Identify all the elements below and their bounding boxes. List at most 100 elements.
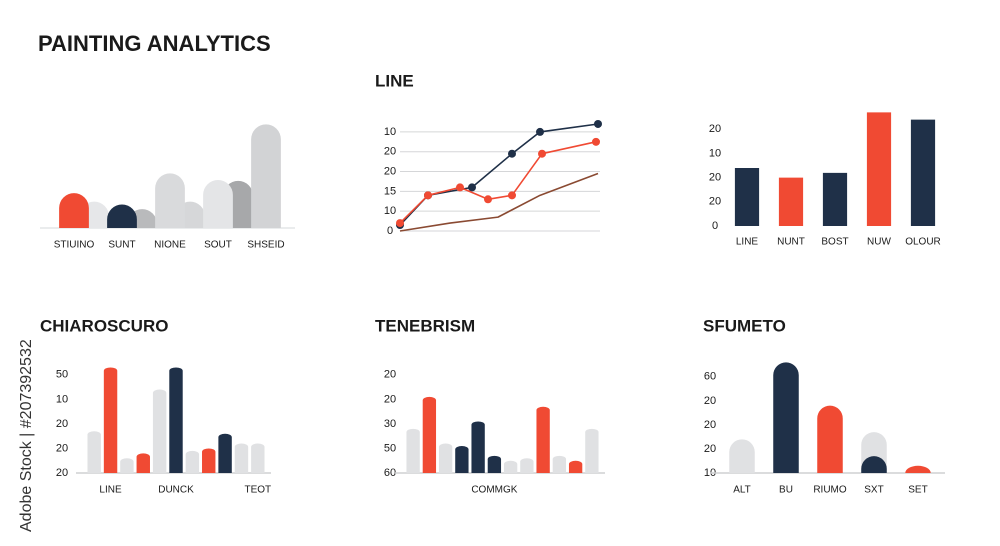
point	[396, 219, 404, 228]
bar	[536, 406, 550, 473]
y-tick-label: 50	[384, 442, 396, 454]
x-tick-label: SOUT	[204, 240, 232, 251]
point	[484, 195, 492, 204]
x-tick-label: NUW	[867, 237, 891, 248]
y-tick-label: 20	[709, 196, 721, 208]
chart-title: SFUMETO	[703, 316, 786, 335]
point	[468, 183, 476, 192]
x-tick-label: LINE	[99, 485, 122, 496]
y-tick-label: 60	[704, 371, 716, 383]
y-tick-label: 20	[704, 419, 716, 431]
bar	[251, 443, 265, 473]
bar	[103, 367, 118, 473]
bar	[136, 453, 150, 473]
bar	[568, 460, 583, 473]
y-tick-label: 20	[704, 443, 716, 455]
bar	[203, 179, 233, 228]
bar	[910, 119, 936, 226]
y-tick-label: 20	[384, 393, 396, 405]
x-tick-label: LINE	[736, 237, 759, 248]
x-tick-label: BU	[779, 485, 793, 496]
point	[594, 119, 602, 128]
x-tick-label: SUNT	[108, 240, 135, 251]
bar	[861, 456, 887, 473]
bar	[218, 433, 232, 473]
x-tick-label: COMMGK	[471, 485, 517, 496]
bar	[734, 168, 760, 226]
bar	[822, 172, 848, 226]
y-tick-label: 0	[387, 225, 393, 237]
bar	[503, 460, 518, 473]
bar	[185, 450, 200, 473]
y-tick-label: 10	[384, 126, 396, 138]
y-tick-label: 20	[704, 395, 716, 407]
bar	[152, 389, 167, 473]
x-tick-label: OLOUR	[905, 237, 941, 248]
point	[456, 183, 464, 192]
y-tick-label: 20	[56, 418, 68, 430]
bar	[202, 448, 216, 473]
point	[536, 127, 544, 136]
y-tick-label: 60	[384, 467, 396, 479]
y-tick-label: 20	[56, 442, 68, 454]
y-tick-label: 20	[384, 165, 396, 177]
chart-title: TENEBRISM	[375, 316, 475, 335]
point	[424, 191, 432, 200]
y-tick-label: 10	[56, 393, 68, 405]
x-tick-label: NUNT	[777, 237, 805, 248]
x-tick-label: SXT	[864, 485, 883, 496]
y-tick-label: 10	[709, 147, 721, 159]
bar	[155, 173, 185, 228]
y-tick-label: 30	[384, 418, 396, 430]
chart-title: CHIAROSCURO	[40, 316, 168, 335]
x-tick-label: TEOT	[244, 485, 271, 496]
y-tick-label: 20	[709, 172, 721, 184]
bar	[107, 204, 137, 228]
bar	[251, 124, 281, 228]
bar	[59, 193, 89, 228]
y-tick-label: 0	[712, 220, 718, 232]
bar	[438, 443, 453, 473]
bar	[520, 458, 534, 473]
y-tick-label: 20	[384, 369, 396, 381]
x-tick-label: BOST	[821, 237, 848, 248]
bar	[866, 112, 892, 226]
point	[538, 149, 546, 158]
bar	[773, 362, 799, 473]
watermark: Adobe Stock | #207392532	[18, 339, 35, 532]
y-tick-label: 50	[56, 369, 68, 381]
bar	[406, 428, 420, 473]
bar	[455, 446, 469, 473]
x-tick-label: STIUINO	[54, 240, 95, 251]
y-tick-label: 15	[384, 185, 396, 197]
x-tick-label: ALT	[733, 485, 751, 496]
bar	[487, 455, 502, 473]
bar	[552, 455, 567, 473]
x-tick-label: NIONE	[154, 240, 186, 251]
bar	[471, 421, 485, 473]
y-tick-label: 10	[384, 205, 396, 217]
bar	[778, 177, 804, 226]
bar	[169, 367, 183, 473]
y-tick-label: 20	[384, 146, 396, 158]
bar	[817, 405, 843, 473]
point	[592, 137, 600, 146]
y-tick-label: 20	[709, 123, 721, 135]
point	[508, 191, 516, 200]
bar	[120, 458, 134, 473]
bar	[905, 465, 931, 473]
x-tick-label: DUNCK	[158, 485, 194, 496]
x-tick-label: SHSEID	[247, 240, 284, 251]
bar	[422, 396, 437, 473]
line	[399, 172, 599, 232]
chart-title: LINE	[375, 71, 414, 90]
bar	[87, 431, 101, 473]
x-tick-label: RIUMO	[813, 485, 847, 496]
bar	[234, 443, 249, 473]
bar	[729, 439, 755, 473]
point	[508, 149, 516, 158]
bar	[585, 428, 599, 473]
page-title: PAINTING ANALYTICS	[38, 31, 271, 56]
y-tick-label: 20	[56, 467, 68, 479]
